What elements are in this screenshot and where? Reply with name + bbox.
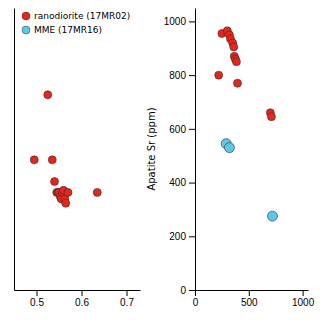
y-tick-mark [189,183,195,184]
x-axis: 0.5 0.6 0.7 [15,290,141,308]
y-tick: 200 [169,231,195,242]
panel: 0.5 0.6 0.7 ranodiorite (17MR02) MME (17MR16… [15,9,141,309]
x-tick-label: 500 [241,297,258,308]
y-tick-label: 0 [180,285,186,296]
y-axis: 0 200 400 600 800 1000 [164,9,196,296]
scatter-point [62,199,70,207]
x-tick-mark [82,290,83,296]
y-tick-label: 200 [169,231,186,242]
scatter-point [267,211,277,221]
y-tick-mark [189,290,195,291]
legend-item: ranodiorite (17MR02) [22,11,130,21]
x-tick-mark [127,290,128,296]
y-axis-line [195,9,196,291]
legend-symbol [22,26,30,34]
plot-area [215,27,278,221]
scatter-point [51,178,59,186]
x-tick: 500 [241,290,258,308]
y-tick: 800 [169,70,195,81]
x-tick: 1000 [292,290,315,308]
scatter-point [215,71,223,79]
legend-item: MME (17MR16) [22,25,102,35]
scatter-point [232,58,240,66]
x-tick: 0 [193,290,199,308]
y-tick-label: 1000 [164,16,187,27]
plot-area [30,91,101,207]
y-tick-mark [189,236,195,237]
legend: ranodiorite (17MR02) MME (17MR16) [22,11,130,35]
x-tick-label: 0.5 [30,297,44,308]
x-tick-mark [195,290,196,296]
x-tick-label: 1000 [292,297,315,308]
scatter-point [44,91,52,99]
y-tick: 600 [169,124,195,135]
y-tick-mark [189,129,195,130]
scatter-point [267,113,275,121]
y-tick-mark [189,21,195,22]
x-tick-label: 0.6 [75,297,89,308]
x-tick: 0.7 [120,290,134,308]
scatter-point [230,43,238,51]
y-tick-mark [189,75,195,76]
x-axis: 0 500 1000 [193,290,315,308]
y-tick-label: 600 [169,124,186,135]
x-tick-label: 0 [193,297,199,308]
scatter-point [64,188,72,196]
y-tick: 0 [180,285,195,296]
y-tick: 400 [169,177,195,188]
scatter-point [30,156,38,164]
x-tick-mark [249,290,250,296]
y-tick-label: 800 [169,70,186,81]
scatter-point [93,188,101,196]
chart-svg: 0.5 0.6 0.7 ranodiorite (17MR02) MME (17MR16… [0,0,320,320]
panel: 0 500 1000 0 200 400 600 800 1000 Apatite Sr (ppm… [146,9,315,309]
x-tick-mark [303,290,304,296]
y-axis-label: Apatite Sr (ppm) [146,107,157,190]
legend-label: ranodiorite (17MR02) [34,11,130,21]
y-axis [14,9,15,291]
scatter-point [234,79,242,87]
legend-symbol [22,12,30,20]
x-axis-line [15,290,141,291]
x-tick-label: 0.7 [120,297,134,308]
x-tick: 0.6 [75,290,89,308]
y-tick-label: 400 [169,177,186,188]
x-tick: 0.5 [30,290,44,308]
y-tick: 1000 [164,16,195,27]
scatter-point [224,143,234,153]
x-tick-mark [37,290,38,296]
y-axis-line [14,9,15,291]
legend-label: MME (17MR16) [34,25,102,35]
scatter-point [48,156,56,164]
x-axis-line [196,290,309,291]
